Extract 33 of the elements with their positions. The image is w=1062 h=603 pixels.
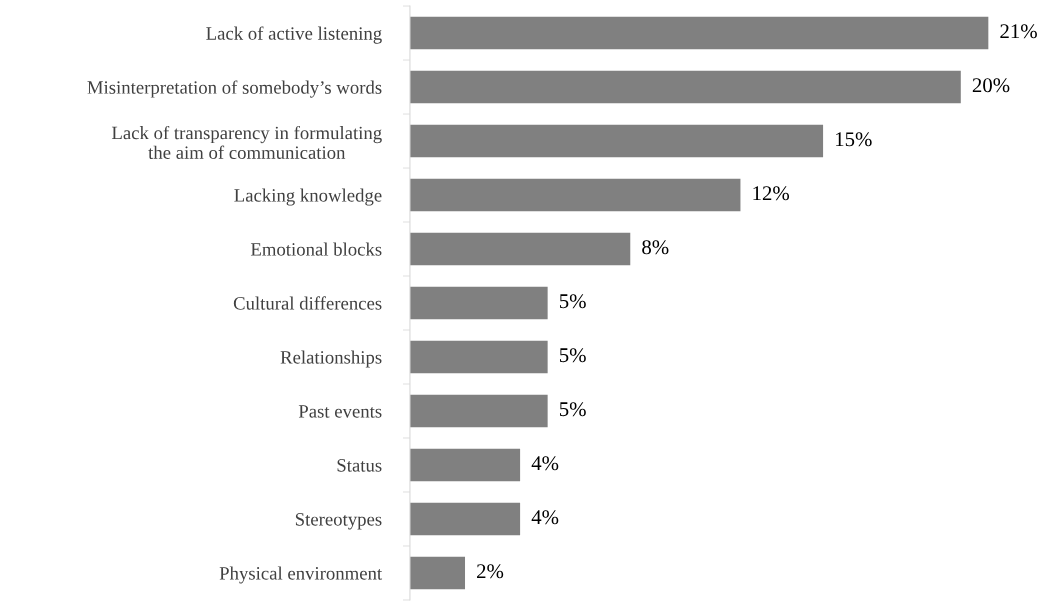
data-label: 21% [1000, 24, 1037, 39]
y-tick-label: Misinterpretation of somebody’s words [87, 80, 382, 98]
bar [409, 340, 548, 374]
bar [409, 178, 741, 212]
y-tick-label: Relationships [280, 350, 382, 368]
data-label: 5% [559, 402, 586, 417]
bar [409, 286, 548, 320]
y-tick-label: Lacking knowledge [234, 188, 382, 206]
bar [409, 502, 521, 536]
bar [409, 124, 824, 158]
data-label: 20% [972, 78, 1010, 93]
bar [409, 556, 466, 590]
y-tick-label: Stereotypes [295, 513, 382, 530]
data-label: 15% [836, 132, 872, 147]
bar [409, 70, 961, 104]
data-label: 5% [559, 348, 586, 363]
y-tick-label: Past events [298, 405, 382, 418]
y-tick-label: Emotional blocks [250, 242, 382, 256]
y-tick-label: Lack of active listening [206, 26, 382, 44]
data-label: 12% [753, 186, 790, 201]
bar [409, 394, 548, 428]
data-label: 5% [559, 294, 586, 309]
y-tick-label: Physical environment [219, 566, 383, 584]
bar [409, 232, 631, 266]
y-tick-label: Lack of transparency in formulating the aim of communication [111, 125, 382, 159]
data-label: 2% [477, 564, 504, 579]
bar [409, 16, 989, 50]
data-label: 4% [531, 510, 559, 525]
data-label: 4% [531, 456, 559, 471]
y-tick-label: Status [337, 459, 382, 472]
data-label: 8% [642, 240, 669, 255]
y-tick-label: Cultural differences [233, 296, 382, 310]
bar [409, 448, 521, 482]
